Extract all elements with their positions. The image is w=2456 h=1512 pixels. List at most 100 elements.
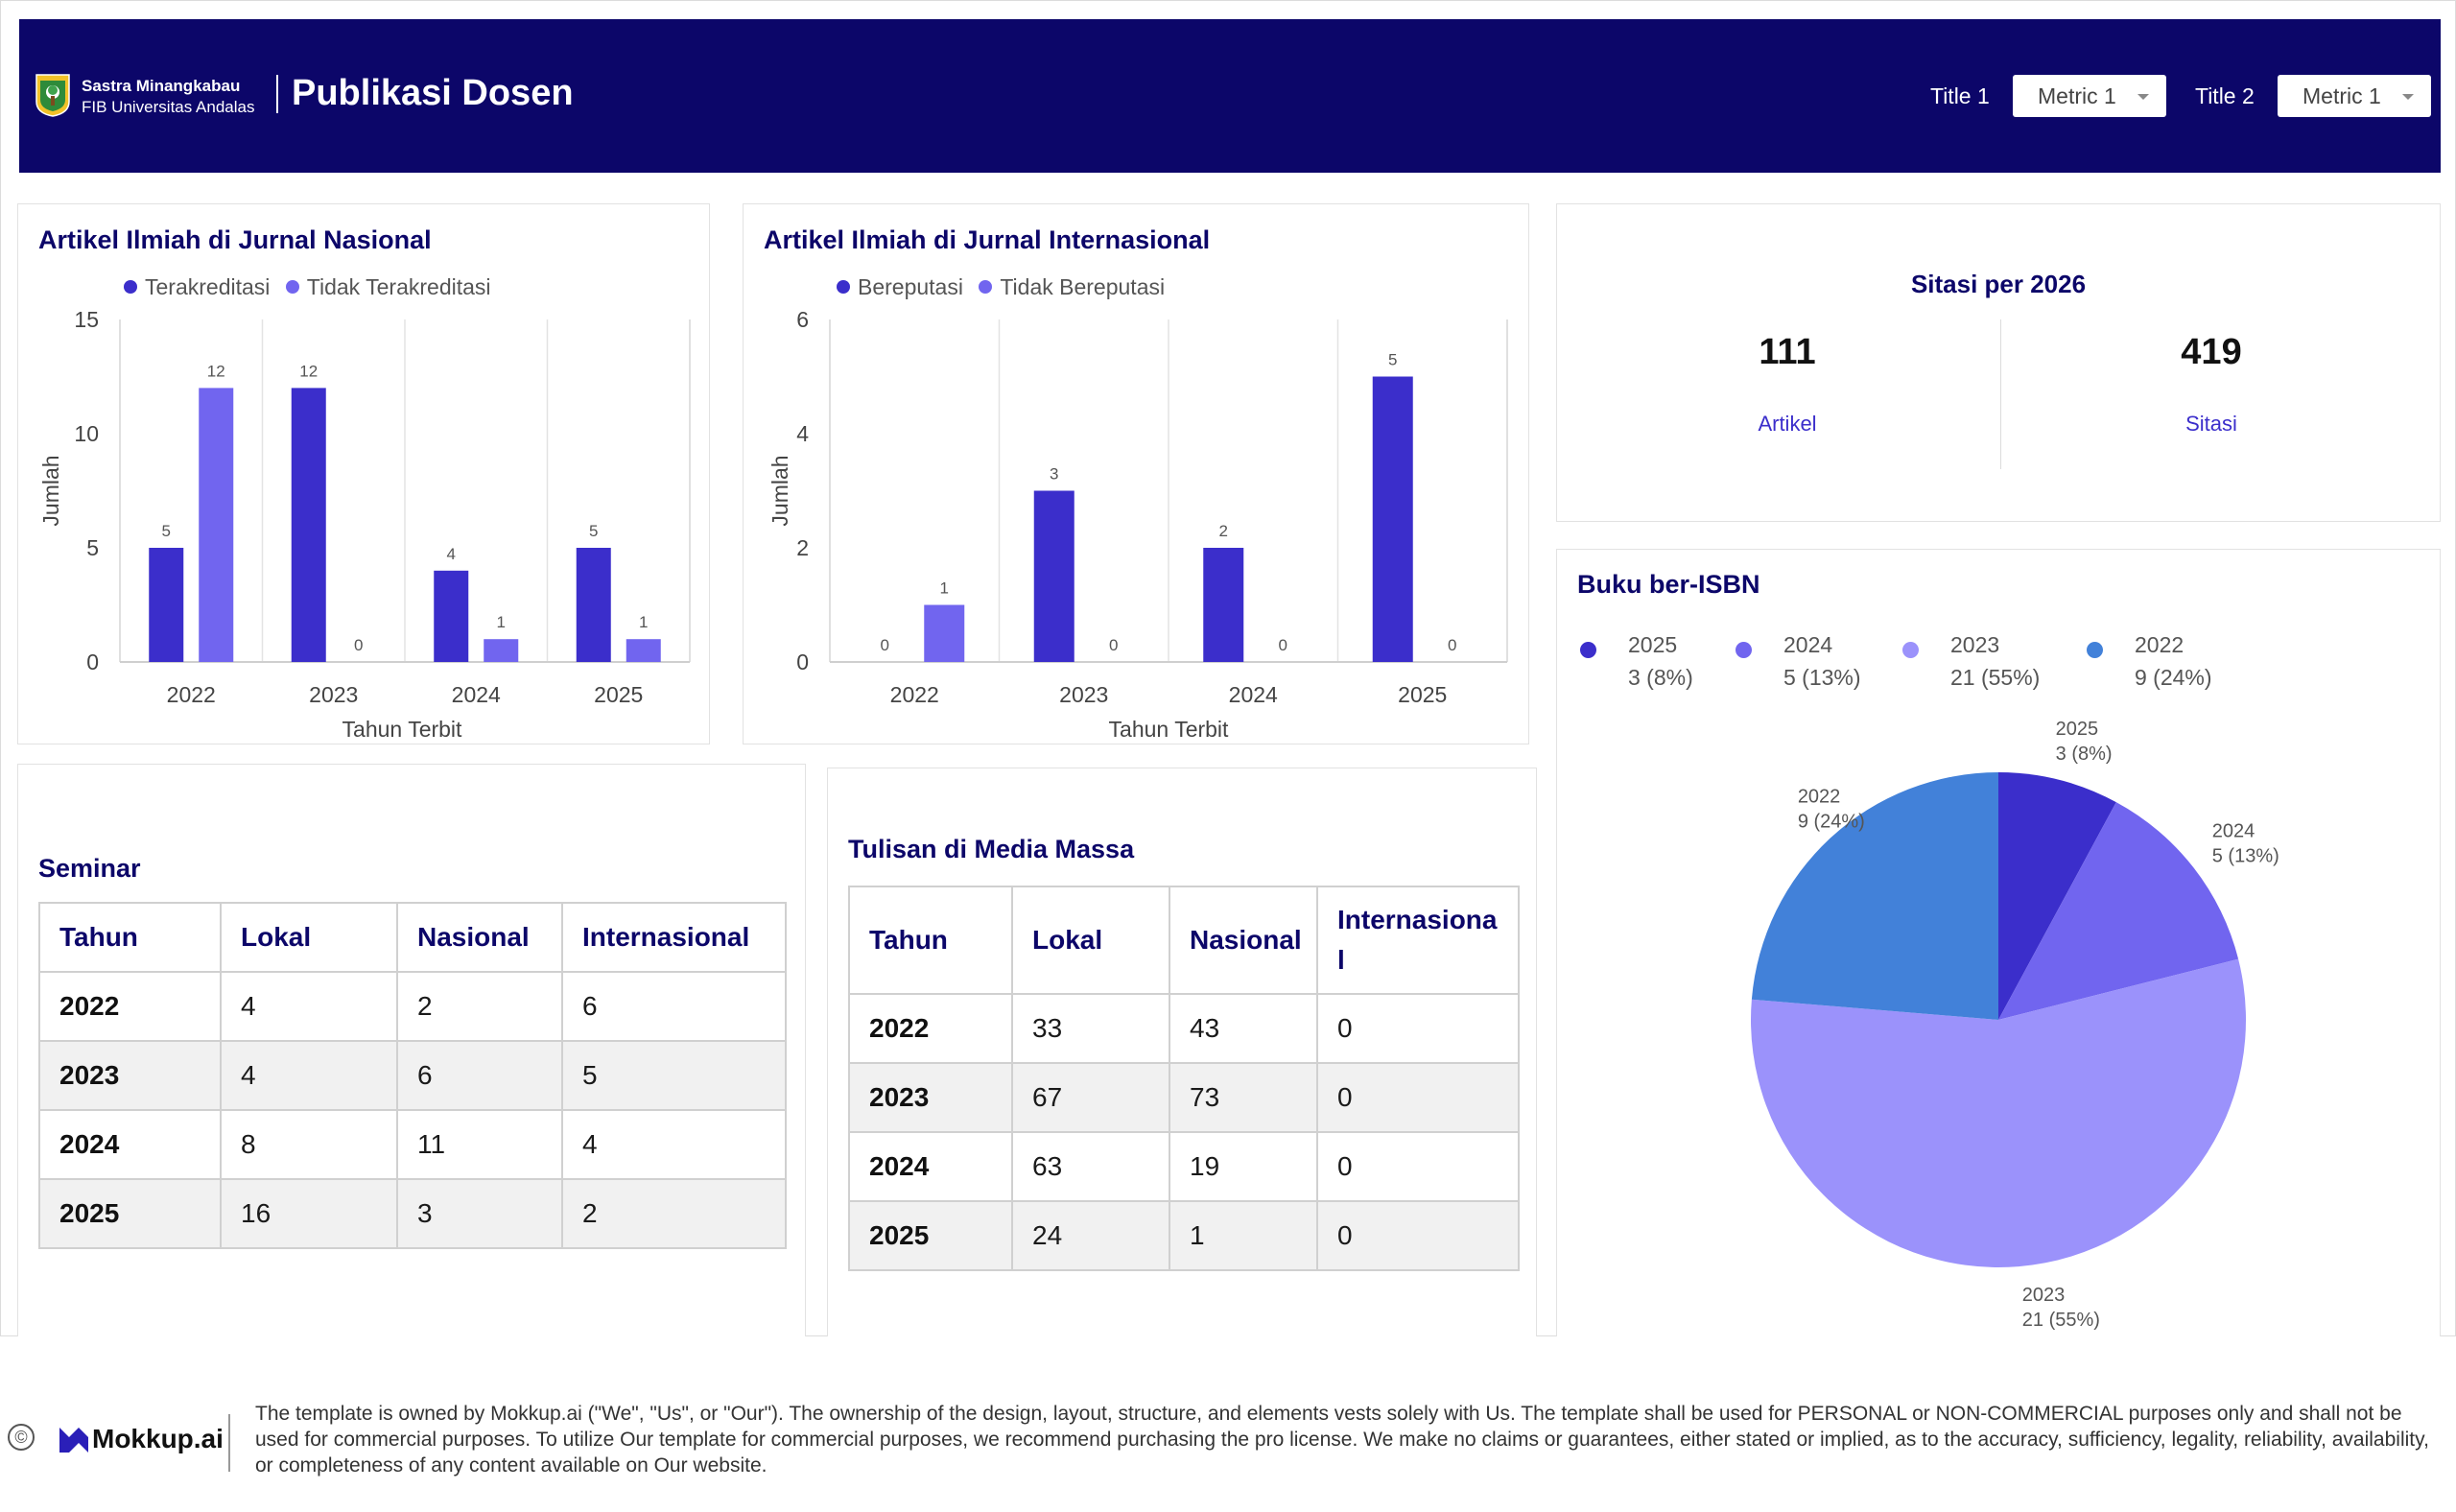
table-title: Tulisan di Media Massa: [848, 835, 1135, 863]
bar: [924, 604, 965, 662]
y-axis-label: Jumlah: [768, 455, 792, 526]
bar: [484, 639, 519, 662]
table-cell: 4: [561, 1109, 787, 1180]
column-header[interactable]: Nasional: [1169, 886, 1318, 995]
pie-slice-value: 9 (24%): [1798, 811, 1865, 832]
legend-item-bereputasi[interactable]: Bereputasi: [837, 274, 963, 299]
header-divider: [276, 75, 278, 113]
table-cell: 0: [1316, 1062, 1520, 1133]
artikel-count-value: 111: [1759, 332, 1816, 372]
x-tick-label: 2022: [167, 682, 216, 707]
table-cell: 0: [1316, 1200, 1520, 1271]
pie-slice-2024: [1998, 802, 2239, 1020]
scorecard-divider: [2000, 319, 2001, 469]
data-label: 0: [354, 636, 363, 654]
table-cell: 33: [1011, 993, 1170, 1064]
chart-legend: Bereputasi Tidak Bereputasi: [837, 273, 1174, 300]
footer-disclaimer: The template is owned by Mokkup.ai ("We"…: [255, 1403, 2429, 1477]
table-cell: 67: [1011, 1062, 1170, 1133]
y-tick-label: 4: [796, 421, 809, 446]
data-label: 1: [940, 579, 949, 598]
bar: [1203, 548, 1244, 662]
card-buku-isbn: Buku ber-ISBN 2025 3 (8%) 2024 5 (13%) 202…: [1556, 549, 2441, 1337]
chart-title: Buku ber-ISBN: [1577, 570, 1760, 599]
university-emblem-icon: [35, 74, 70, 117]
table-cell: 2022: [38, 971, 222, 1042]
x-tick-label: 2023: [1059, 682, 1108, 707]
header-bar: Sastra Minangkabau FIB Universitas Andal…: [19, 19, 2441, 173]
artikel-count-label: Artikel: [1758, 412, 1817, 436]
card-seminar: Seminar Tahun Lokal Nasional Internasion…: [17, 764, 806, 1337]
table-cell: 2025: [848, 1200, 1013, 1271]
sitasi-count-value: 419: [2181, 332, 2242, 372]
column-header[interactable]: Tahun: [38, 902, 222, 973]
data-label: 2: [1219, 522, 1228, 540]
legend-item-tidak-bereputasi[interactable]: Tidak Bereputasi: [979, 274, 1165, 299]
column-header[interactable]: Lokal: [220, 902, 398, 973]
footer-brand[interactable]: Mokkup.ai: [92, 1424, 224, 1453]
column-header[interactable]: Lokal: [1011, 886, 1170, 995]
table-header-row: Tahun Lokal Nasional Internasional: [38, 902, 787, 973]
table-cell: 5: [561, 1040, 787, 1111]
legend-year: 2024: [1783, 632, 1833, 657]
table-cell: 2023: [38, 1040, 222, 1111]
table-cell: 6: [396, 1040, 563, 1111]
table-header-row: Tahun Lokal Nasional Internasiona l: [848, 886, 1520, 995]
column-header[interactable]: Nasional: [396, 902, 563, 973]
bar: [576, 548, 611, 662]
table-cell: 8: [220, 1109, 398, 1180]
legend-value: 5 (13%): [1783, 665, 1861, 690]
filter-1-dropdown[interactable]: Metric 1: [2013, 75, 2166, 117]
y-tick-label: 6: [796, 307, 809, 332]
column-header[interactable]: Tahun: [848, 886, 1013, 995]
bar: [434, 570, 469, 662]
legend-year: 2022: [2135, 632, 2184, 657]
y-tick-label: 5: [86, 535, 99, 560]
table-cell: 63: [1011, 1131, 1170, 1202]
bar: [199, 388, 234, 662]
legend-value: 3 (8%): [1628, 665, 1693, 690]
chevron-down-icon: [2402, 94, 2414, 100]
sitasi-count-label: Sitasi: [2185, 412, 2237, 436]
brand-line-1: Sastra Minangkabau: [82, 77, 241, 95]
mokkup-logo-icon: [59, 1428, 88, 1453]
table-cell: 24: [1011, 1200, 1170, 1271]
legend-item-tidak-terakreditasi[interactable]: Tidak Terakreditasi: [285, 274, 491, 299]
bar: [149, 548, 184, 662]
legend-item-terakreditasi[interactable]: Terakreditasi: [124, 274, 270, 299]
x-tick-label: 2024: [1229, 682, 1278, 707]
y-tick-label: 0: [86, 650, 99, 674]
x-axis-label: Tahun Terbit: [1109, 717, 1229, 742]
table-row: 2024 8 11 4: [38, 1109, 787, 1180]
legend-label: Terakreditasi: [145, 274, 271, 299]
card-jurnal-internasional: Artikel Ilmiah di Jurnal Internasional B…: [743, 203, 1529, 744]
column-header[interactable]: Internasional: [561, 902, 787, 973]
data-label: 1: [497, 613, 506, 631]
table-row: 2024 63 19 0: [848, 1131, 1520, 1202]
table-cell: 11: [396, 1109, 563, 1180]
x-tick-label: 2024: [452, 682, 501, 707]
table-cell: 1: [1169, 1200, 1318, 1271]
table-cell: 2022: [848, 993, 1013, 1064]
table-cell: 4: [220, 971, 398, 1042]
pie-slice-value: 21 (55%): [2022, 1310, 2100, 1331]
table-cell: 19: [1169, 1131, 1318, 1202]
filter-2-value: Metric 1: [2302, 83, 2381, 108]
table-cell: 2: [396, 971, 563, 1042]
x-axis-label: Tahun Terbit: [342, 717, 462, 742]
copyright-icon: ©: [8, 1424, 35, 1451]
page-title: Publikasi Dosen: [292, 73, 574, 113]
column-header[interactable]: Internasiona l: [1316, 886, 1520, 995]
chart-title: Artikel Ilmiah di Jurnal Nasional: [38, 225, 432, 254]
filter-2-dropdown[interactable]: Metric 1: [2278, 75, 2431, 117]
data-label: 5: [589, 522, 598, 540]
table-row: 2022 33 43 0: [848, 993, 1520, 1064]
data-label: 0: [881, 636, 889, 654]
legend-dot-icon: [1580, 642, 1596, 658]
legend-label: Tidak Terakreditasi: [306, 274, 491, 299]
filter-2-label: Title 2: [2195, 83, 2255, 108]
filter-1-label: Title 1: [1930, 83, 1990, 108]
table-cell: 2: [561, 1178, 787, 1249]
table-title: Seminar: [38, 854, 141, 883]
